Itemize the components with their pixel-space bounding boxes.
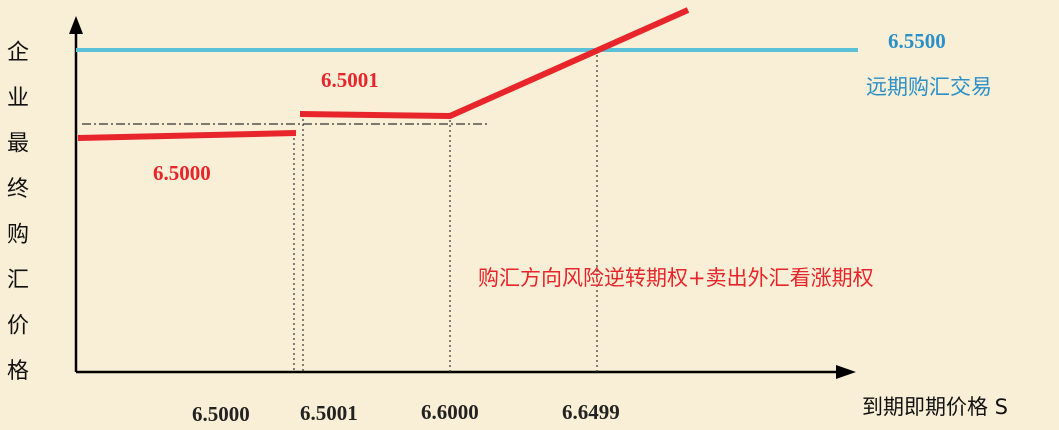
y-axis-arrow — [69, 16, 83, 34]
x-tick-6-6499: 6.6499 — [562, 400, 620, 424]
x-axis-arrow — [836, 365, 856, 379]
x-axis-label: 到期即期价格 S — [862, 395, 1009, 419]
forward-label: 远期购汇交易 — [866, 75, 992, 99]
low-value-label: 6.5000 — [153, 161, 211, 185]
x-tick-6-6000: 6.6000 — [421, 400, 479, 424]
strategy-segment-high — [299, 7, 690, 119]
strategy-segment-low — [77, 130, 297, 141]
forward-value-label: 6.5500 — [888, 29, 946, 53]
y-axis-label: 企业最终购汇价格 — [3, 40, 28, 404]
mid-value-label: 6.5001 — [321, 68, 379, 92]
x-tick-6-5001: 6.5001 — [300, 401, 358, 425]
x-tick-6-5000: 6.5000 — [192, 402, 250, 426]
strategy-label: 购汇方向风险逆转期权+卖出外汇看涨期权 — [478, 266, 874, 290]
